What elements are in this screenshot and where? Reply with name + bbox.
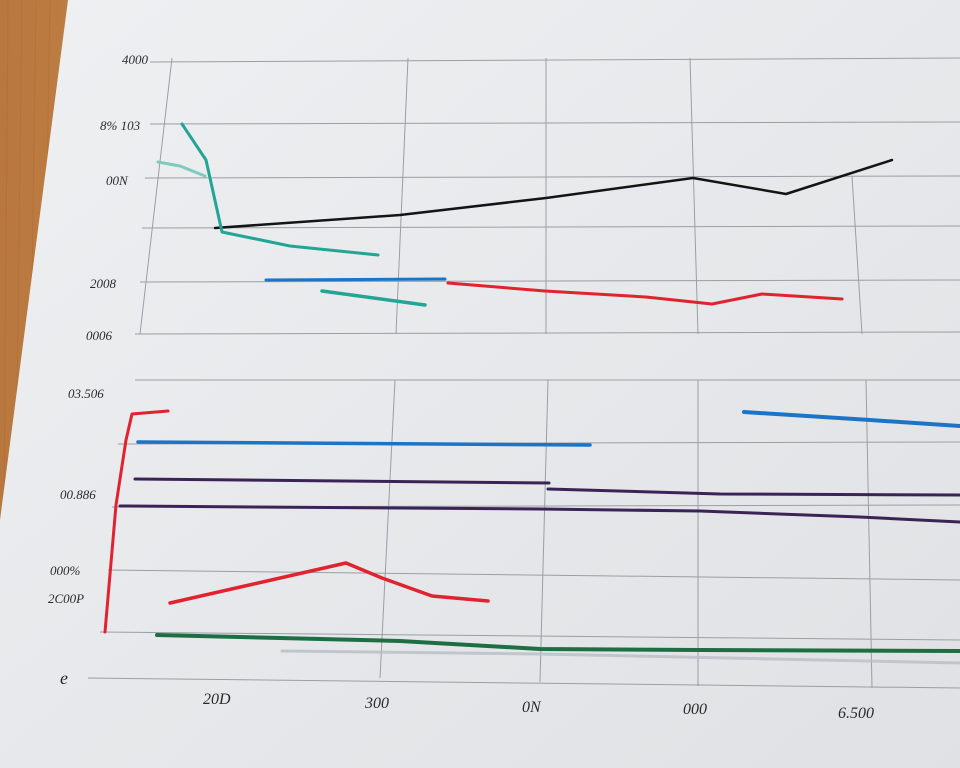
lower-y-tick-label: 000% [50, 563, 81, 578]
upper-y-ticks: 4000 8% 103 00N 2008 0006 [86, 52, 149, 343]
purple-series-line [118, 504, 960, 524]
lower-y-tick-label: 03.506 [68, 386, 104, 401]
teal-series-line [320, 289, 427, 307]
upper-y-tick-label: 8% 103 [100, 118, 141, 133]
lower-y-tick-label: 00.886 [60, 487, 96, 502]
red-series-line [168, 561, 490, 605]
upper-y-tick-label: 2008 [90, 276, 117, 291]
upper-grid [134, 57, 960, 335]
purple-series-line [546, 487, 960, 497]
green-series-line [155, 633, 960, 653]
x-tick-label: 000 [683, 701, 707, 718]
upper-y-tick-label: 0006 [86, 328, 113, 343]
lower-grid [87, 379, 960, 689]
x-tick-label: 0N [522, 699, 542, 716]
lower-series [103, 409, 960, 665]
lower-y-tick-label: 2C00P [48, 591, 84, 606]
black-series-line [213, 158, 894, 230]
lower-y-tick-label: e [60, 668, 68, 688]
teal-series-line [180, 122, 380, 257]
x-tick-label: 20D [203, 691, 231, 708]
lower-y-ticks: 03.506 00.886 000% 2C00P e [48, 386, 104, 688]
gray-series-line [280, 649, 960, 665]
teal-series-line [156, 160, 207, 178]
upper-y-tick-label: 00N [106, 173, 129, 188]
red-series-line [446, 281, 844, 306]
x-tick-label: 6.500 [838, 705, 874, 722]
lower-x-ticks: 20D 300 0N 000 6.500 [203, 691, 874, 722]
upper-y-tick-label: 4000 [122, 52, 149, 67]
red-series-line [103, 409, 170, 634]
blue-series-line [136, 440, 592, 447]
purple-series-line [133, 477, 551, 485]
blue-series-line [264, 277, 447, 282]
x-tick-label: 300 [364, 695, 389, 712]
blue-series-line [742, 410, 960, 428]
upper-series [156, 122, 894, 307]
